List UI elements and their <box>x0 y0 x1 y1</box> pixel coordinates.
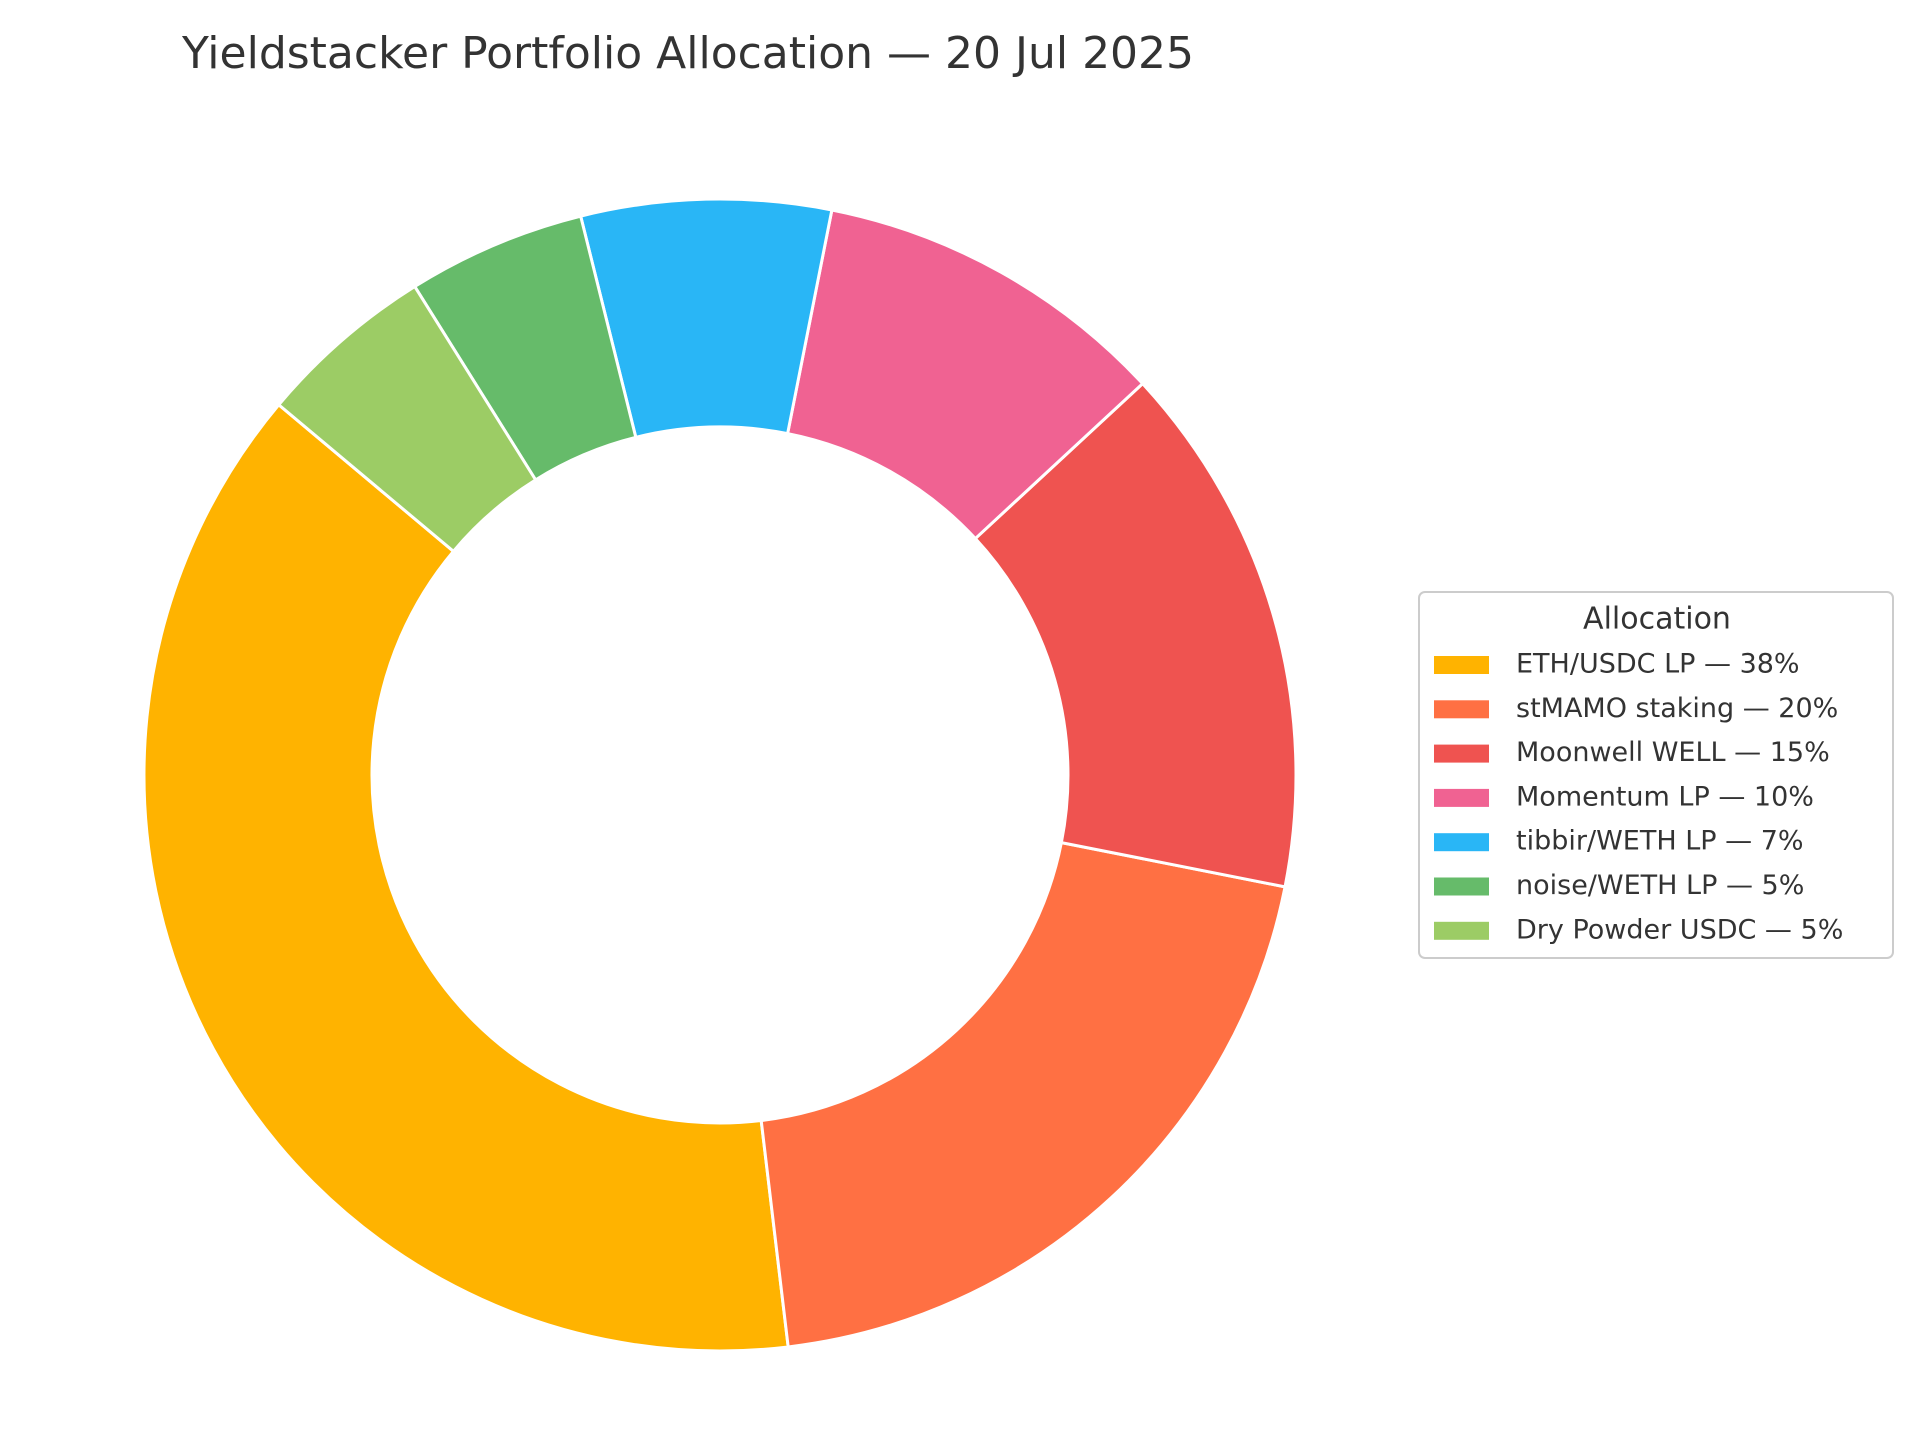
legend-box <box>1418 591 1894 959</box>
legend-swatch <box>1434 700 1489 719</box>
legend-label: Dry Powder USDC — 5% <box>1516 914 1843 945</box>
donut-wedge <box>142 402 790 1353</box>
legend-title: Allocation <box>1583 602 1731 637</box>
donut-wedge <box>973 381 1298 889</box>
donut-wedge <box>759 840 1287 1349</box>
legend-label: ETH/USDC LP — 38% <box>1516 649 1800 680</box>
chart-title: Yieldstacker Portfolio Allocation — 20 J… <box>181 28 1194 79</box>
legend-swatch <box>1434 656 1489 674</box>
legend-swatch <box>1434 921 1489 940</box>
legend-swatch <box>1434 877 1489 896</box>
legend-label: Moonwell WELL — 15% <box>1516 737 1830 768</box>
legend-swatch <box>1434 744 1489 763</box>
legend-label: tibbir/WETH LP — 7% <box>1516 826 1804 857</box>
legend-label: noise/WETH LP — 5% <box>1516 870 1804 901</box>
legend-swatch <box>1434 788 1489 807</box>
legend-swatch <box>1434 833 1489 852</box>
legend-label: Momentum LP — 10% <box>1516 781 1814 812</box>
legend-label: stMAMO staking — 20% <box>1516 693 1838 724</box>
donut-wedge <box>276 284 538 554</box>
